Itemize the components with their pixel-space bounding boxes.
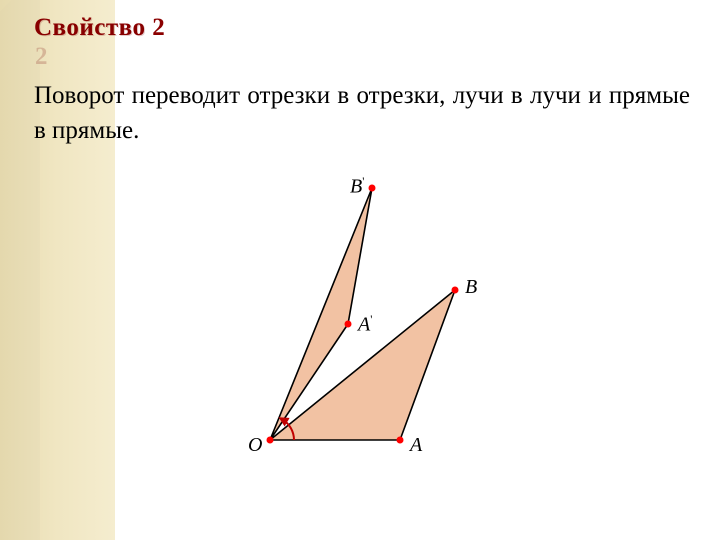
label-Bprime: B' xyxy=(350,174,364,199)
point-O xyxy=(267,437,274,444)
label-A: A xyxy=(410,434,422,457)
page-title: Свойство 2 Свойство 2 xyxy=(34,14,165,42)
label-B: B xyxy=(465,276,477,299)
rotation-diagram: O A B A' B' xyxy=(200,170,540,480)
label-Aprime: A' xyxy=(358,312,372,337)
point-B xyxy=(452,287,459,294)
point-A xyxy=(397,437,404,444)
title-shadow: Свойство 2 xyxy=(35,15,165,71)
point-Bprime xyxy=(369,185,376,192)
label-O: O xyxy=(248,434,262,457)
body-text: Поворот переводит отрезки в отрезки, луч… xyxy=(34,78,690,148)
point-Aprime xyxy=(345,321,352,328)
